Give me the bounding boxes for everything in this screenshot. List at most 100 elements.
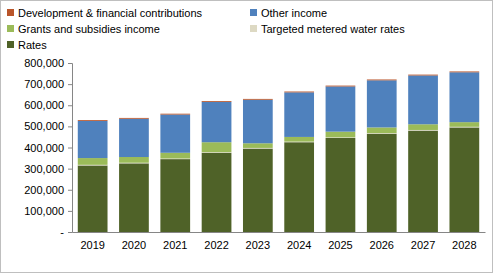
- x-tick-label: 2024: [287, 239, 311, 251]
- x-tick: 2024: [287, 232, 311, 251]
- bars: [78, 71, 479, 232]
- legend-item: Grants and subsidies income: [7, 23, 160, 35]
- x-tick-label: 2019: [80, 239, 104, 251]
- x-tick: 2021: [163, 232, 187, 251]
- bar: [78, 121, 108, 158]
- x-tick-label: 2027: [411, 239, 435, 251]
- legend-swatch: [250, 25, 257, 32]
- bar: [160, 113, 190, 115]
- x-tick: 2023: [246, 232, 270, 251]
- y-tick-label: 500,000: [24, 120, 64, 132]
- y-tick-label: 800,000: [24, 57, 64, 69]
- bar: [202, 153, 232, 232]
- legend-label: Other income: [261, 7, 327, 19]
- y-tick-mark: [68, 84, 72, 85]
- series-bars: [78, 71, 479, 120]
- legend-label: Rates: [18, 39, 47, 51]
- x-tick-label: 2025: [328, 239, 352, 251]
- y-tick-mark: [68, 105, 72, 106]
- x-axis-line: [73, 232, 486, 233]
- legend-item: Rates: [7, 39, 47, 51]
- bar: [119, 157, 149, 163]
- plot: - 100,000 200,000 300,000 400,000 500,000 600,…: [24, 57, 485, 251]
- bar: [449, 127, 479, 232]
- legend-label: Grants and subsidies income: [18, 23, 160, 35]
- bar: [326, 85, 356, 87]
- bar: [78, 165, 108, 232]
- legend-swatch: [7, 25, 14, 32]
- x-tick: 2022: [204, 232, 228, 251]
- series-bars: [78, 72, 479, 158]
- bar: [408, 75, 438, 124]
- y-tick-label: 700,000: [24, 78, 64, 90]
- bar: [284, 142, 314, 232]
- x-tick-label: 2026: [370, 239, 394, 251]
- y-tick: 700,000: [24, 78, 72, 90]
- bar: [119, 163, 149, 232]
- x-tick-label: 2023: [246, 239, 270, 251]
- bar: [202, 102, 232, 142]
- bar: [243, 100, 273, 144]
- y-tick-mark: [68, 63, 72, 64]
- legend: Development & financial contributions Oth…: [7, 7, 405, 51]
- y-tick-label: 200,000: [24, 184, 64, 196]
- y-tick: 400,000: [24, 142, 72, 154]
- legend-item: Other income: [250, 7, 327, 19]
- bar: [78, 158, 108, 165]
- legend-swatch: [7, 9, 14, 16]
- y-axis: - 100,000 200,000 300,000 400,000 500,000 600,…: [24, 57, 72, 238]
- bar: [243, 98, 273, 100]
- legend-item: Development & financial contributions: [7, 7, 203, 19]
- bar: [449, 72, 479, 122]
- x-tick-label: 2021: [163, 239, 187, 251]
- chart: - 100,000 200,000 300,000 400,000 500,000 600,…: [0, 0, 493, 273]
- x-tick-label: 2028: [452, 239, 476, 251]
- bar: [284, 92, 314, 137]
- y-tick: -: [60, 226, 72, 238]
- chart-frame: [1, 1, 493, 273]
- y-tick-label: -: [60, 226, 64, 238]
- legend-swatch: [7, 41, 14, 48]
- bar: [160, 159, 190, 232]
- x-tick: 2028: [452, 232, 476, 251]
- y-tick: 500,000: [24, 120, 72, 132]
- x-tick: 2027: [411, 232, 435, 251]
- y-tick-mark: [68, 148, 72, 149]
- x-tick-label: 2022: [204, 239, 228, 251]
- y-tick-label: 100,000: [24, 205, 64, 217]
- bar: [202, 142, 232, 152]
- y-tick: 600,000: [24, 99, 72, 111]
- y-tick-mark: [68, 190, 72, 191]
- bar: [326, 138, 356, 232]
- bar: [367, 127, 397, 133]
- x-tick-label: 2020: [122, 239, 146, 251]
- y-tick: 100,000: [24, 205, 72, 217]
- bar: [243, 143, 273, 148]
- y-axis-line: [68, 64, 73, 233]
- y-tick: 800,000: [24, 57, 72, 69]
- x-tick: 2019: [80, 232, 104, 251]
- bar: [449, 122, 479, 127]
- bar: [367, 79, 397, 81]
- y-tick-mark: [68, 126, 72, 127]
- bar: [160, 153, 190, 159]
- bar: [326, 132, 356, 138]
- y-tick-mark: [68, 211, 72, 212]
- bar: [119, 119, 149, 157]
- x-axis: 2019 2020 2021 2022 2023 2024 2025 2026 2027 2028: [73, 232, 486, 251]
- legend-item: Targeted metered water rates: [250, 23, 405, 35]
- legend-swatch: [250, 9, 257, 16]
- bar: [408, 131, 438, 232]
- y-tick-mark: [68, 169, 72, 170]
- x-tick: 2020: [122, 232, 146, 251]
- bar: [202, 101, 232, 103]
- y-tick: 300,000: [24, 163, 72, 175]
- y-tick: 200,000: [24, 184, 72, 196]
- bar: [449, 71, 479, 73]
- bar: [326, 86, 356, 131]
- x-tick: 2026: [370, 232, 394, 251]
- y-tick-mark: [68, 232, 72, 233]
- bar: [119, 117, 149, 119]
- x-tick: 2025: [328, 232, 352, 251]
- bar: [367, 134, 397, 232]
